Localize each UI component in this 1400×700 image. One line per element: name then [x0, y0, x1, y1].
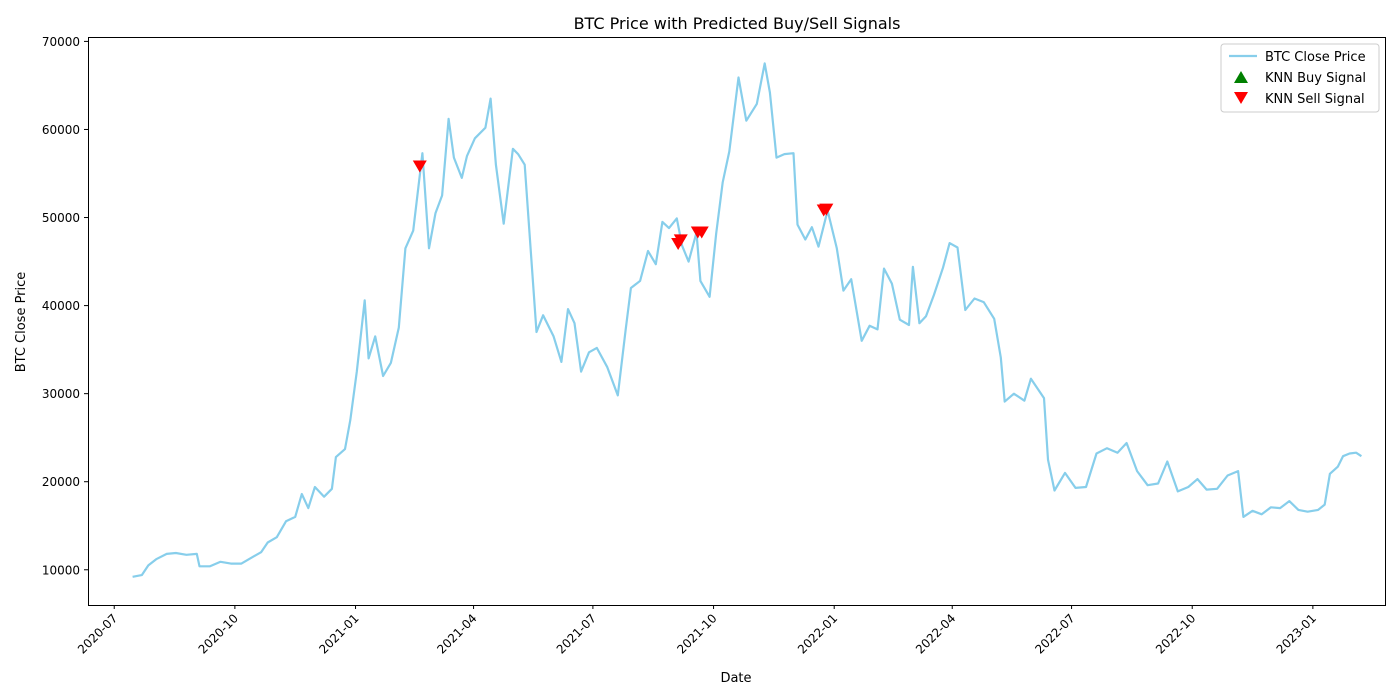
x-tick-label: 2021-01 [316, 611, 361, 656]
y-axis: 10000 20000 30000 40000 50000 60000 70000 [42, 35, 88, 577]
x-tick-label: 2021-10 [674, 611, 719, 656]
legend: BTC Close Price KNN Buy Signal KNN Sell Si… [1220, 43, 1380, 113]
x-tick-label: 2022-07 [1032, 611, 1077, 656]
legend-entry-label: BTC Close Price [1265, 50, 1366, 65]
x-tick-label: 2020-07 [75, 611, 120, 656]
x-tick-label: 2022-04 [913, 611, 958, 656]
y-axis-label: BTC Close Price [14, 272, 29, 373]
sell-signal-marker [673, 234, 688, 247]
y-tick-label: 30000 [42, 387, 80, 401]
x-tick-label: 2021-07 [554, 611, 599, 656]
y-tick-label: 50000 [42, 211, 80, 225]
x-tick-label: 2020-10 [196, 611, 241, 656]
axes-frame [88, 37, 1386, 606]
x-tick-label: 2023-01 [1274, 611, 1319, 656]
y-tick-label: 60000 [42, 123, 80, 137]
sell-signal-marker [694, 226, 709, 239]
legend-marker-swatch [1234, 92, 1248, 104]
x-axis: 2020-07 2020-10 2021-01 2021-04 2021-07 2021-… [75, 605, 1319, 657]
legend-entry-label: KNN Buy Signal [1265, 71, 1366, 86]
y-tick-label: 40000 [42, 299, 80, 313]
sell-signal-marker [819, 203, 834, 216]
y-tick-label: 10000 [42, 563, 80, 577]
chart-title: BTC Price with Predicted Buy/Sell Signal… [574, 14, 901, 33]
x-tick-label: 2021-04 [434, 611, 479, 656]
legend-marker-swatch [1234, 71, 1248, 83]
price-line [132, 62, 1363, 578]
x-axis-label: Date [720, 671, 751, 686]
x-tick-label: 2022-01 [795, 611, 840, 656]
legend-box [1220, 43, 1380, 113]
y-tick-label: 70000 [42, 35, 80, 49]
plot-area [132, 62, 1363, 578]
sell-signal-marker [412, 160, 427, 173]
legend-entry-label: KNN Sell Signal [1265, 92, 1365, 107]
y-tick-label: 20000 [42, 475, 80, 489]
x-tick-label: 2022-10 [1153, 611, 1198, 656]
